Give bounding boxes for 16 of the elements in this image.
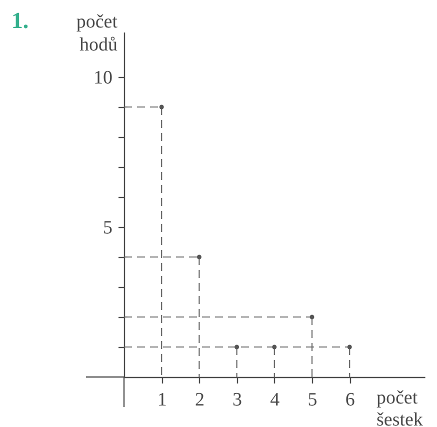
point — [347, 344, 352, 350]
point — [310, 314, 314, 320]
point — [159, 104, 164, 110]
point — [196, 254, 202, 260]
text: 1. — [11, 8, 29, 33]
x-axis-title: počet šestek — [376, 388, 424, 427]
y-tick-label: 10 — [94, 68, 112, 88]
point — [272, 344, 277, 350]
x-tick-label: 2 — [194, 390, 204, 410]
x-tick-label: 4 — [270, 390, 280, 410]
y-axis-title: počet hodů — [76, 12, 118, 56]
x-tick-label: 6 — [345, 390, 355, 410]
x-tick-label: 3 — [232, 390, 242, 410]
x-tick-label: 5 — [308, 390, 318, 410]
x-tick-label: 1 — [157, 390, 167, 410]
point — [234, 344, 240, 350]
